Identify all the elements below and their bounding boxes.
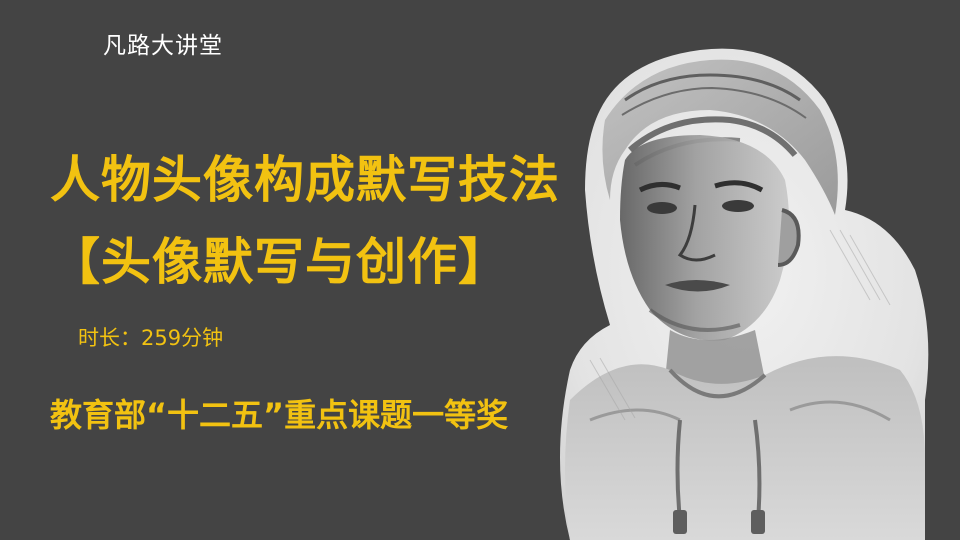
brand-name: 凡路大讲堂 bbox=[103, 33, 223, 59]
award-text: 教育部“十二五”重点课题一等奖 bbox=[50, 396, 509, 434]
portrait-sketch bbox=[560, 48, 929, 540]
course-subtitle: 【头像默写与创作】 bbox=[50, 233, 509, 291]
course-duration: 时长：259分钟 bbox=[78, 326, 224, 350]
course-title: 人物头像构成默写技法 bbox=[50, 151, 560, 209]
